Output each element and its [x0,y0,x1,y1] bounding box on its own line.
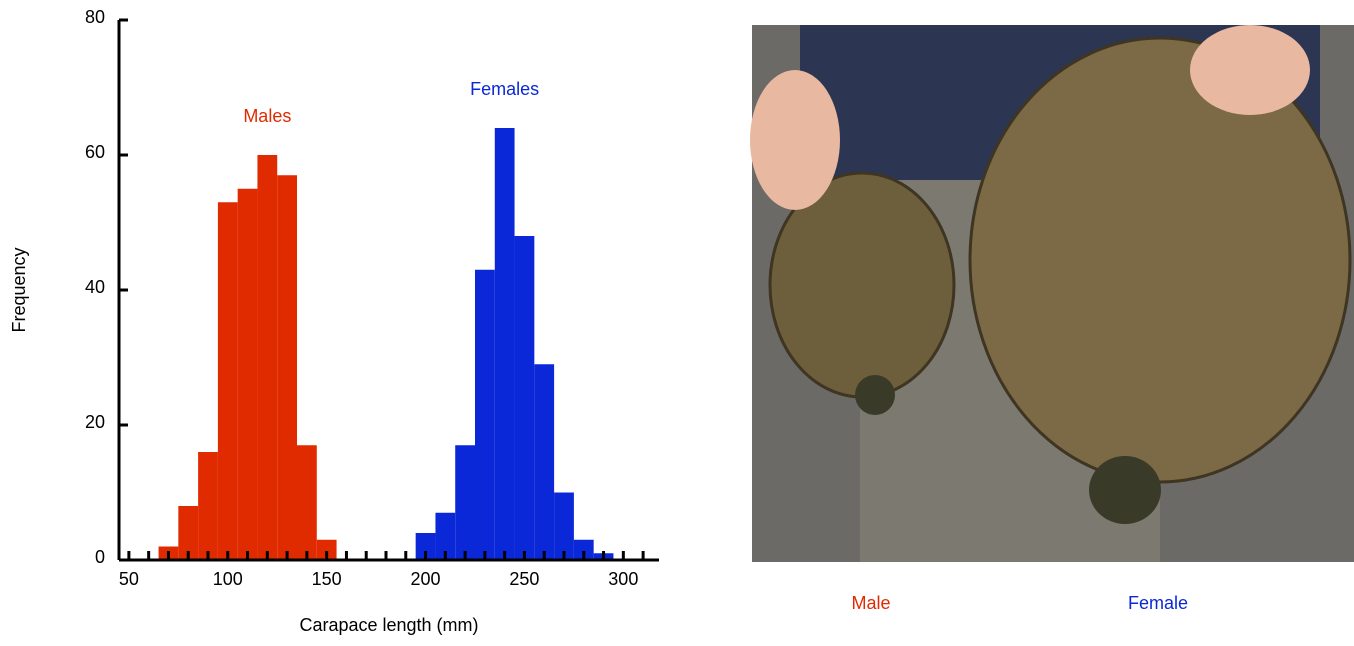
x-tick-label: 250 [509,569,539,589]
y-tick-label: 40 [85,277,105,297]
bar [475,269,495,560]
x-tick-label: 100 [213,569,243,589]
x-axis-label: Carapace length (mm) [299,615,478,635]
bar [237,188,258,560]
bar [534,364,555,560]
bar [554,492,574,560]
bar [178,506,199,560]
series-label: Females [470,79,539,99]
y-tick-label: 60 [85,142,105,162]
bar [198,452,218,560]
bar [316,539,337,560]
photo-female-head [1089,456,1161,524]
x-tick-label: 300 [608,569,638,589]
photo-hand [1190,25,1310,115]
bar [277,175,297,560]
photo-caption: Male [851,593,890,613]
x-tick-label: 150 [312,569,342,589]
y-tick-label: 80 [85,7,105,27]
bar [514,236,535,560]
y-axis-label: Frequency [9,247,29,332]
photo-hand [750,70,840,210]
bar [217,202,238,560]
bar [415,533,436,560]
bar [297,445,317,560]
bar [257,155,278,560]
photo-male-head [855,375,895,415]
photo [750,25,1354,562]
x-tick-label: 50 [119,569,139,589]
bar [573,539,594,560]
bar [494,128,515,560]
bar [435,512,456,560]
series-label: Males [243,106,291,126]
x-tick-label: 200 [411,569,441,589]
y-tick-label: 20 [85,412,105,432]
photo-female-turtle [968,36,1352,484]
photo-caption: Female [1128,593,1188,613]
bar [455,445,475,560]
y-tick-label: 0 [95,547,105,567]
